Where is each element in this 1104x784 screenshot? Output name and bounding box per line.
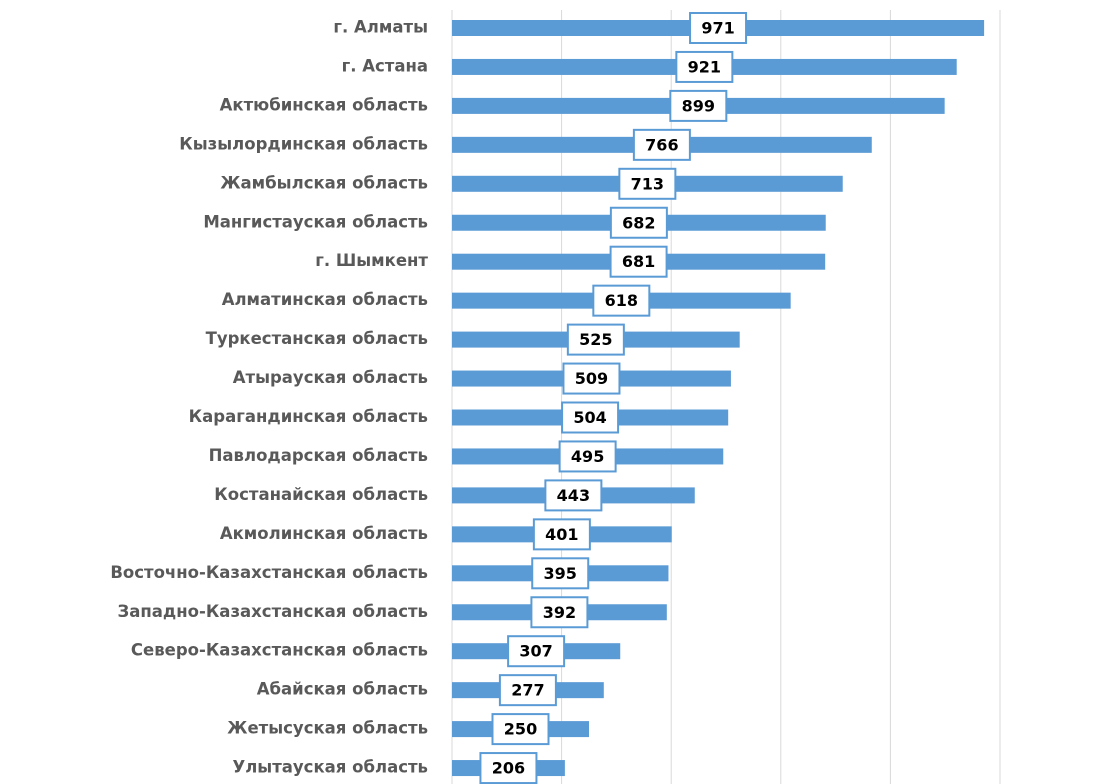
data-label-box [675, 50, 734, 83]
data-label: 206 [492, 759, 525, 778]
category-label: Жетысуская область [227, 719, 428, 738]
data-label-box [532, 518, 591, 551]
data-label: 307 [519, 642, 552, 661]
data-label: 713 [631, 174, 664, 193]
category-label: Туркестанская область [206, 329, 428, 348]
data-label: 250 [504, 720, 537, 739]
category-label: Восточно-Казахстанская область [110, 563, 428, 582]
data-label-box [609, 206, 668, 239]
data-label-box [544, 479, 603, 512]
data-label-box [609, 245, 668, 278]
category-label: Жамбылская область [220, 173, 428, 192]
data-label-box [530, 596, 589, 629]
data-label: 392 [543, 603, 576, 622]
data-label: 971 [701, 19, 734, 38]
category-label: Абайская область [257, 680, 428, 699]
data-label-box [498, 674, 557, 707]
category-label: Костанайская область [214, 485, 428, 504]
data-label: 395 [544, 564, 577, 583]
data-label: 525 [579, 330, 612, 349]
category-label: г. Алматы [333, 18, 428, 37]
data-label-box [561, 401, 620, 434]
category-label: Карагандинская область [189, 407, 428, 426]
data-label-box [566, 323, 625, 356]
category-label: г. Шымкент [315, 251, 428, 270]
category-label: Актюбинская область [220, 95, 428, 114]
data-label: 443 [557, 486, 590, 505]
category-label: г. Астана [342, 56, 428, 75]
data-label: 277 [511, 681, 544, 700]
data-label: 899 [682, 96, 715, 115]
data-label: 682 [622, 213, 655, 232]
category-label: Западно-Казахстанская область [118, 602, 428, 621]
data-label: 509 [575, 369, 608, 388]
category-label: Алматинская область [222, 290, 428, 309]
category-label: Акмолинская область [220, 524, 428, 543]
category-label: Атырауская область [233, 368, 428, 387]
data-label: 618 [605, 291, 638, 310]
data-label: 401 [545, 525, 578, 544]
data-label: 504 [573, 408, 606, 427]
category-label: Кызылординская область [179, 134, 428, 153]
data-label-box [562, 362, 621, 395]
data-label: 681 [622, 252, 655, 271]
data-label-box [669, 89, 728, 122]
data-label-box [689, 12, 748, 44]
category-label: Северо-Казахстанская область [131, 641, 428, 660]
data-label-box [592, 284, 651, 317]
data-label-box [632, 128, 691, 161]
data-label: 921 [688, 57, 721, 76]
category-label: Павлодарская область [209, 446, 428, 465]
data-label-box [531, 557, 590, 590]
data-label-box [507, 635, 566, 668]
data-label-box [618, 167, 677, 200]
category-label: Мангистауская область [203, 212, 428, 231]
data-label: 766 [645, 135, 678, 154]
data-label-box [479, 752, 538, 784]
data-label-box [491, 713, 550, 746]
data-label-box [558, 440, 617, 473]
category-label: Улытауская область [233, 758, 429, 777]
data-label: 495 [571, 447, 604, 466]
